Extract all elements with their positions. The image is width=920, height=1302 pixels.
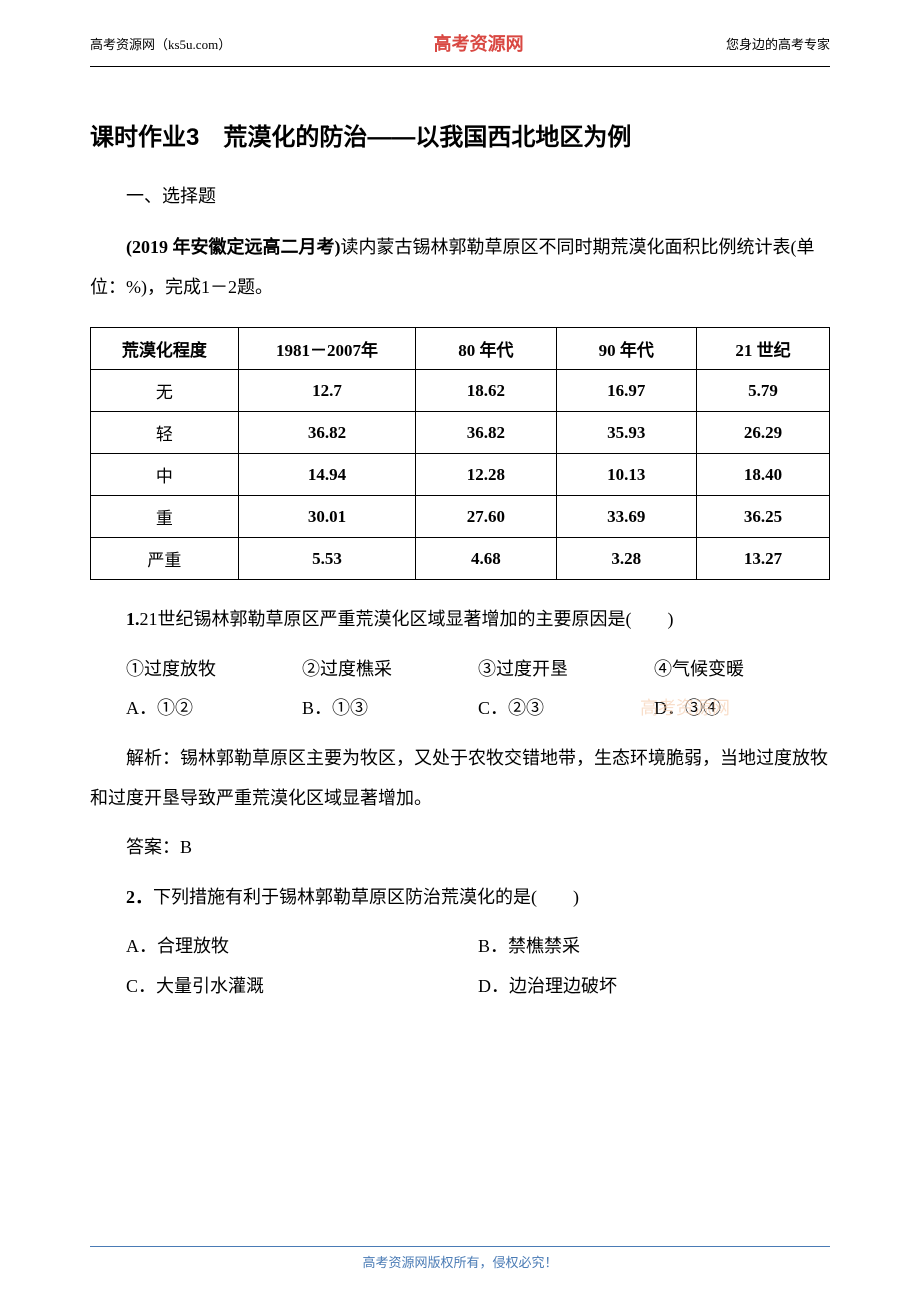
q1-number: 1. [126, 609, 140, 629]
option-c: C．②③ [478, 689, 654, 729]
q1-answer: 答案：B [90, 828, 830, 868]
page-footer: 高考资源网版权所有，侵权必究！ [0, 1246, 920, 1272]
page-header: 高考资源网（ks5u.com） 高考资源网 您身边的高考专家 [0, 0, 920, 66]
circle-option: ③过度开垦 [478, 650, 654, 690]
table-cell: 36.82 [416, 412, 556, 454]
table-header: 21 世纪 [696, 328, 829, 370]
circle-option: ②过度樵采 [302, 650, 478, 690]
header-right: 您身边的高考专家 [726, 34, 830, 53]
answer-label: 答案： [126, 837, 180, 857]
table-cell: 26.29 [696, 412, 829, 454]
document-title: 课时作业3 荒漠化的防治——以我国西北地区为例 [90, 117, 830, 152]
table-cell: 13.27 [696, 538, 829, 580]
section-heading: 一、选择题 [90, 182, 830, 208]
content-area: 课时作业3 荒漠化的防治——以我国西北地区为例 一、选择题 (2019 年安徽定… [0, 67, 920, 1007]
header-left: 高考资源网（ks5u.com） [90, 34, 231, 53]
table-row: 无12.718.6216.975.79 [91, 370, 830, 412]
table-header: 80 年代 [416, 328, 556, 370]
footer-text: 高考资源网版权所有，侵权必究！ [362, 1255, 557, 1270]
option-a: A．①② [126, 689, 302, 729]
data-table: 荒漠化程度 1981－2007年 80 年代 90 年代 21 世纪 无12.7… [90, 327, 830, 580]
circle-option: ①过度放牧 [126, 650, 302, 690]
table-cell: 5.79 [696, 370, 829, 412]
footer-divider [90, 1246, 830, 1247]
table-row: 严重5.534.683.2813.27 [91, 538, 830, 580]
q1-analysis: 解析：锡林郭勒草原区主要为牧区，又处于农牧交错地带，生态环境脆弱，当地过度放牧和… [90, 739, 830, 818]
table-cell: 27.60 [416, 496, 556, 538]
q2-options: A．合理放牧 B．禁樵禁采 C．大量引水灌溉 D．边治理边破坏 [90, 927, 830, 1006]
intro-prefix: (2019 年安徽定远高二月考) [126, 237, 341, 257]
table-cell: 中 [91, 454, 239, 496]
table-cell: 4.68 [416, 538, 556, 580]
table-cell: 3.28 [556, 538, 696, 580]
option-b: B．禁樵禁采 [478, 927, 830, 967]
circle-option: ④气候变暖 [654, 650, 830, 690]
table-cell: 无 [91, 370, 239, 412]
table-cell: 30.01 [238, 496, 415, 538]
answer-value: B [180, 837, 192, 857]
q2-stem: 2．下列措施有利于锡林郭勒草原区防治荒漠化的是( ) [90, 878, 830, 918]
table-row: 重30.0127.6033.6936.25 [91, 496, 830, 538]
table-header-row: 荒漠化程度 1981－2007年 80 年代 90 年代 21 世纪 [91, 328, 830, 370]
q1-text: 21世纪锡林郭勒草原区严重荒漠化区域显著增加的主要原因是( ) [140, 609, 674, 629]
table-cell: 轻 [91, 412, 239, 454]
table-cell: 重 [91, 496, 239, 538]
table-row: 中14.9412.2810.1318.40 [91, 454, 830, 496]
table-cell: 严重 [91, 538, 239, 580]
table-cell: 35.93 [556, 412, 696, 454]
table-header: 荒漠化程度 [91, 328, 239, 370]
option-d: D．边治理边破坏 [478, 967, 830, 1007]
q2-text: 下列措施有利于锡林郭勒草原区防治荒漠化的是( ) [153, 887, 579, 907]
analysis-text: 锡林郭勒草原区主要为牧区，又处于农牧交错地带，生态环境脆弱，当地过度放牧和过度开… [90, 748, 828, 808]
watermark: 高考资源网 [640, 689, 730, 729]
table-cell: 18.40 [696, 454, 829, 496]
table-cell: 36.82 [238, 412, 415, 454]
option-a: A．合理放牧 [126, 927, 478, 967]
table-row: 轻36.8236.8235.9326.29 [91, 412, 830, 454]
table-cell: 33.69 [556, 496, 696, 538]
analysis-label: 解析： [126, 748, 180, 768]
table-cell: 14.94 [238, 454, 415, 496]
table-cell: 16.97 [556, 370, 696, 412]
option-c: C．大量引水灌溉 [126, 967, 478, 1007]
table-header: 1981－2007年 [238, 328, 415, 370]
table-cell: 18.62 [416, 370, 556, 412]
q2-number: 2． [126, 887, 153, 907]
intro-paragraph: (2019 年安徽定远高二月考)读内蒙古锡林郭勒草原区不同时期荒漠化面积比例统计… [90, 228, 830, 307]
option-b: B．①③ [302, 689, 478, 729]
q1-options: A．①② B．①③ C．②③ D．③④ 高考资源网 [90, 689, 830, 729]
table-cell: 12.28 [416, 454, 556, 496]
table-cell: 10.13 [556, 454, 696, 496]
table-cell: 5.53 [238, 538, 415, 580]
table-header: 90 年代 [556, 328, 696, 370]
q1-circle-options: ①过度放牧 ②过度樵采 ③过度开垦 ④气候变暖 [90, 650, 830, 690]
table-cell: 12.7 [238, 370, 415, 412]
header-center: 高考资源网 [434, 30, 524, 56]
table-cell: 36.25 [696, 496, 829, 538]
q1-stem: 1.21世纪锡林郭勒草原区严重荒漠化区域显著增加的主要原因是( ) [90, 600, 830, 640]
